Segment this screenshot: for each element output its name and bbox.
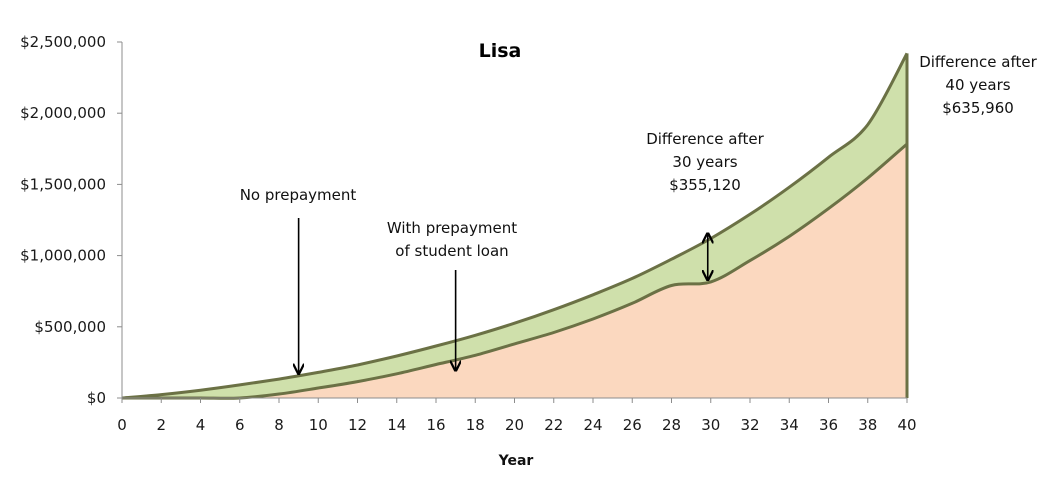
x-axis-ticks: 0 2 4 6 8 10 12 14 16 18 20 22 24 26 28 30 32 34 36 38 40	[117, 398, 917, 434]
x-tick-label: 0	[117, 416, 127, 434]
x-tick-label: 14	[387, 416, 406, 434]
annotation-difference-30-line-1: Difference after	[646, 130, 764, 148]
x-tick-label: 38	[858, 416, 877, 434]
series-1-line	[121, 52, 909, 400]
x-tick-label: 30	[701, 416, 720, 434]
line-layer	[121, 52, 909, 400]
series-2-line	[122, 142, 908, 400]
x-tick-label: 18	[466, 416, 485, 434]
annotation-difference-40-line-3: $635,960	[942, 99, 1014, 117]
y-tick-label: $1,000,000	[20, 247, 106, 265]
x-tick-label: 20	[505, 416, 524, 434]
x-tick-label: 40	[897, 416, 916, 434]
annotations: No prepayment With prepayment of student l…	[240, 53, 1038, 374]
x-tick-label: 24	[583, 416, 602, 434]
y-axis-ticks: $0 $500,000 $1,000,000 $1,500,000 $2,000,000…	[20, 33, 122, 407]
x-tick-label: 4	[196, 416, 206, 434]
annotation-with-prepayment-line-2: of student loan	[395, 242, 508, 260]
annotation-no-prepayment-line-1: No prepayment	[240, 186, 357, 204]
y-tick-label: $1,500,000	[20, 175, 106, 193]
x-tick-label: 36	[819, 416, 838, 434]
x-tick-label: 10	[309, 416, 328, 434]
annotation-difference-30-line-3: $355,120	[669, 176, 741, 194]
x-tick-label: 8	[274, 416, 284, 434]
y-tick-label: $2,500,000	[20, 33, 106, 51]
x-axis-title: Year	[498, 453, 534, 469]
x-tick-label: 2	[156, 416, 166, 434]
x-tick-label: 28	[662, 416, 681, 434]
x-tick-label: 6	[235, 416, 245, 434]
annotation-difference-30-line-2: 30 years	[672, 153, 737, 171]
x-tick-label: 32	[740, 416, 759, 434]
y-tick-label: $0	[87, 389, 106, 407]
x-tick-label: 26	[623, 416, 642, 434]
annotation-difference-40-line-2: 40 years	[945, 76, 1010, 94]
x-tick-label: 12	[348, 416, 367, 434]
y-tick-label: $500,000	[34, 318, 106, 336]
chart-title: Lisa	[479, 40, 522, 62]
annotation-difference-40-line-1: Difference after	[919, 53, 1037, 71]
y-tick-label: $2,000,000	[20, 104, 106, 122]
series-2-area	[122, 144, 907, 399]
x-tick-label: 22	[544, 416, 563, 434]
annotation-with-prepayment-line-1: With prepayment	[387, 219, 517, 237]
area-layer	[122, 53, 907, 399]
x-tick-label: 16	[426, 416, 445, 434]
x-tick-label: 34	[780, 416, 799, 434]
